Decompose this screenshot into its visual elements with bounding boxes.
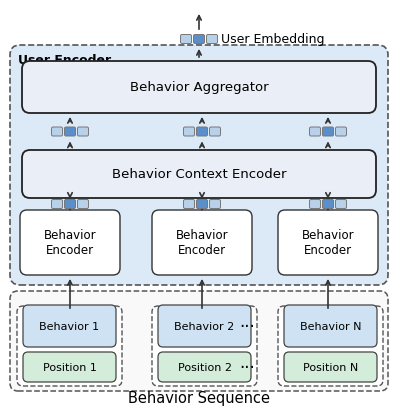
FancyBboxPatch shape [197, 200, 207, 209]
FancyBboxPatch shape [193, 36, 205, 44]
FancyBboxPatch shape [209, 128, 220, 137]
Text: Position N: Position N [303, 362, 358, 372]
Text: Behavior 1: Behavior 1 [39, 321, 100, 331]
Text: ···: ··· [239, 317, 255, 335]
FancyBboxPatch shape [209, 200, 220, 209]
Text: Behavior
Encoder: Behavior Encoder [176, 229, 228, 257]
FancyBboxPatch shape [284, 352, 377, 382]
FancyBboxPatch shape [51, 200, 62, 209]
FancyBboxPatch shape [183, 200, 195, 209]
Text: Behavior Context Encoder: Behavior Context Encoder [112, 168, 286, 181]
FancyBboxPatch shape [22, 62, 376, 114]
Text: Behavior Sequence: Behavior Sequence [128, 390, 270, 405]
FancyBboxPatch shape [78, 128, 88, 137]
FancyBboxPatch shape [322, 200, 334, 209]
FancyBboxPatch shape [181, 36, 191, 44]
FancyBboxPatch shape [310, 128, 320, 137]
Text: Behavior N: Behavior N [300, 321, 361, 331]
Text: User Embedding: User Embedding [221, 33, 324, 46]
FancyBboxPatch shape [22, 151, 376, 199]
FancyBboxPatch shape [322, 128, 334, 137]
Text: Position 1: Position 1 [43, 362, 96, 372]
FancyBboxPatch shape [207, 36, 217, 44]
FancyBboxPatch shape [158, 305, 251, 347]
FancyBboxPatch shape [23, 352, 116, 382]
FancyBboxPatch shape [197, 128, 207, 137]
Text: Behavior
Encoder: Behavior Encoder [302, 229, 354, 257]
FancyBboxPatch shape [152, 211, 252, 275]
FancyBboxPatch shape [336, 128, 347, 137]
Text: Position 2: Position 2 [178, 362, 232, 372]
FancyBboxPatch shape [158, 352, 251, 382]
FancyBboxPatch shape [336, 200, 347, 209]
Text: Behavior
Encoder: Behavior Encoder [44, 229, 96, 257]
FancyBboxPatch shape [10, 46, 388, 285]
FancyBboxPatch shape [152, 306, 257, 386]
FancyBboxPatch shape [10, 291, 388, 391]
FancyBboxPatch shape [278, 211, 378, 275]
FancyBboxPatch shape [310, 200, 320, 209]
FancyBboxPatch shape [17, 306, 122, 386]
FancyBboxPatch shape [78, 200, 88, 209]
Text: Behavior 2: Behavior 2 [174, 321, 235, 331]
FancyBboxPatch shape [51, 128, 62, 137]
FancyBboxPatch shape [284, 305, 377, 347]
FancyBboxPatch shape [20, 211, 120, 275]
FancyBboxPatch shape [64, 128, 76, 137]
Text: User Encoder: User Encoder [18, 54, 111, 67]
FancyBboxPatch shape [23, 305, 116, 347]
FancyBboxPatch shape [183, 128, 195, 137]
Text: Behavior Aggregator: Behavior Aggregator [130, 81, 268, 94]
FancyBboxPatch shape [64, 200, 76, 209]
Text: ···: ··· [239, 358, 255, 376]
FancyBboxPatch shape [278, 306, 383, 386]
